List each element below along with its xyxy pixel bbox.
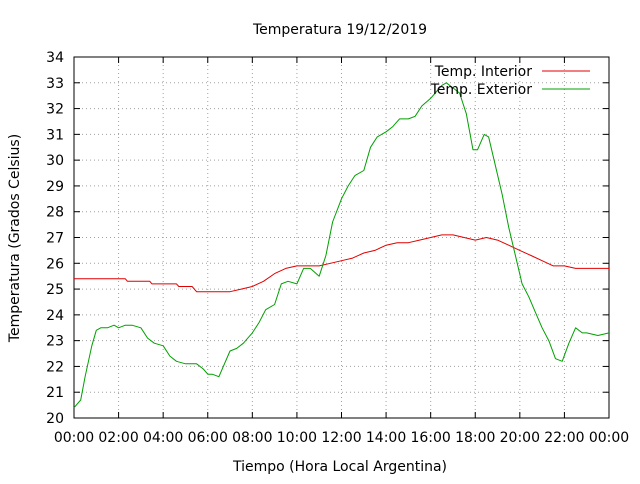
legend: Temp. Interior Temp. Exterior — [430, 64, 590, 98]
y-tick-label: 22 — [46, 359, 64, 375]
y-tick-label: 33 — [46, 76, 64, 92]
y-tick-label: 32 — [46, 102, 64, 118]
y-tick-label: 23 — [46, 334, 64, 350]
x-tick-label: 22:00 — [544, 430, 584, 446]
x-tick-label: 20:00 — [500, 430, 540, 446]
y-tick-label: 29 — [46, 179, 64, 195]
y-tick-label: 34 — [46, 50, 64, 66]
series-line-interior — [74, 234, 609, 293]
y-tick-label: 20 — [46, 411, 64, 427]
x-tick-label: 14:00 — [366, 430, 406, 446]
y-tick-label: 28 — [46, 205, 64, 221]
y-tick-label: 27 — [46, 231, 64, 247]
x-tick-label: 06:00 — [188, 430, 228, 446]
series-line-exterior — [73, 82, 610, 409]
axes: 00:00 02:00 04:00 06:00 08:00 10:00 12:00 14:00… — [46, 50, 629, 446]
grid — [74, 57, 609, 418]
x-tick-label: 02:00 — [98, 430, 138, 446]
y-tick-label: 26 — [46, 256, 64, 272]
y-tick-label: 24 — [46, 308, 64, 324]
legend-label-exterior: Temp. Exterior — [430, 82, 533, 98]
x-tick-label: 10:00 — [277, 430, 317, 446]
x-tick-label: 00:00 — [589, 430, 629, 446]
x-axis-label: Tiempo (Hora Local Argentina) — [232, 459, 447, 475]
x-tick-label: 08:00 — [232, 430, 272, 446]
y-tick-label: 30 — [46, 153, 64, 169]
x-tick-label: 16:00 — [410, 430, 450, 446]
x-tick-label: 18:00 — [455, 430, 495, 446]
chart-title: Temperatura 19/12/2019 — [252, 22, 427, 38]
y-tick-label: 21 — [46, 385, 64, 401]
y-tick-label: 25 — [46, 282, 64, 298]
y-axis-label: Temperatura (Grados Celsius) — [7, 134, 23, 343]
legend-label-interior: Temp. Interior — [434, 64, 533, 80]
x-tick-label: 12:00 — [321, 430, 361, 446]
x-tick-label: 04:00 — [143, 430, 183, 446]
series-layer — [73, 82, 610, 409]
y-tick-label: 31 — [46, 127, 64, 143]
x-tick-label: 00:00 — [54, 430, 94, 446]
